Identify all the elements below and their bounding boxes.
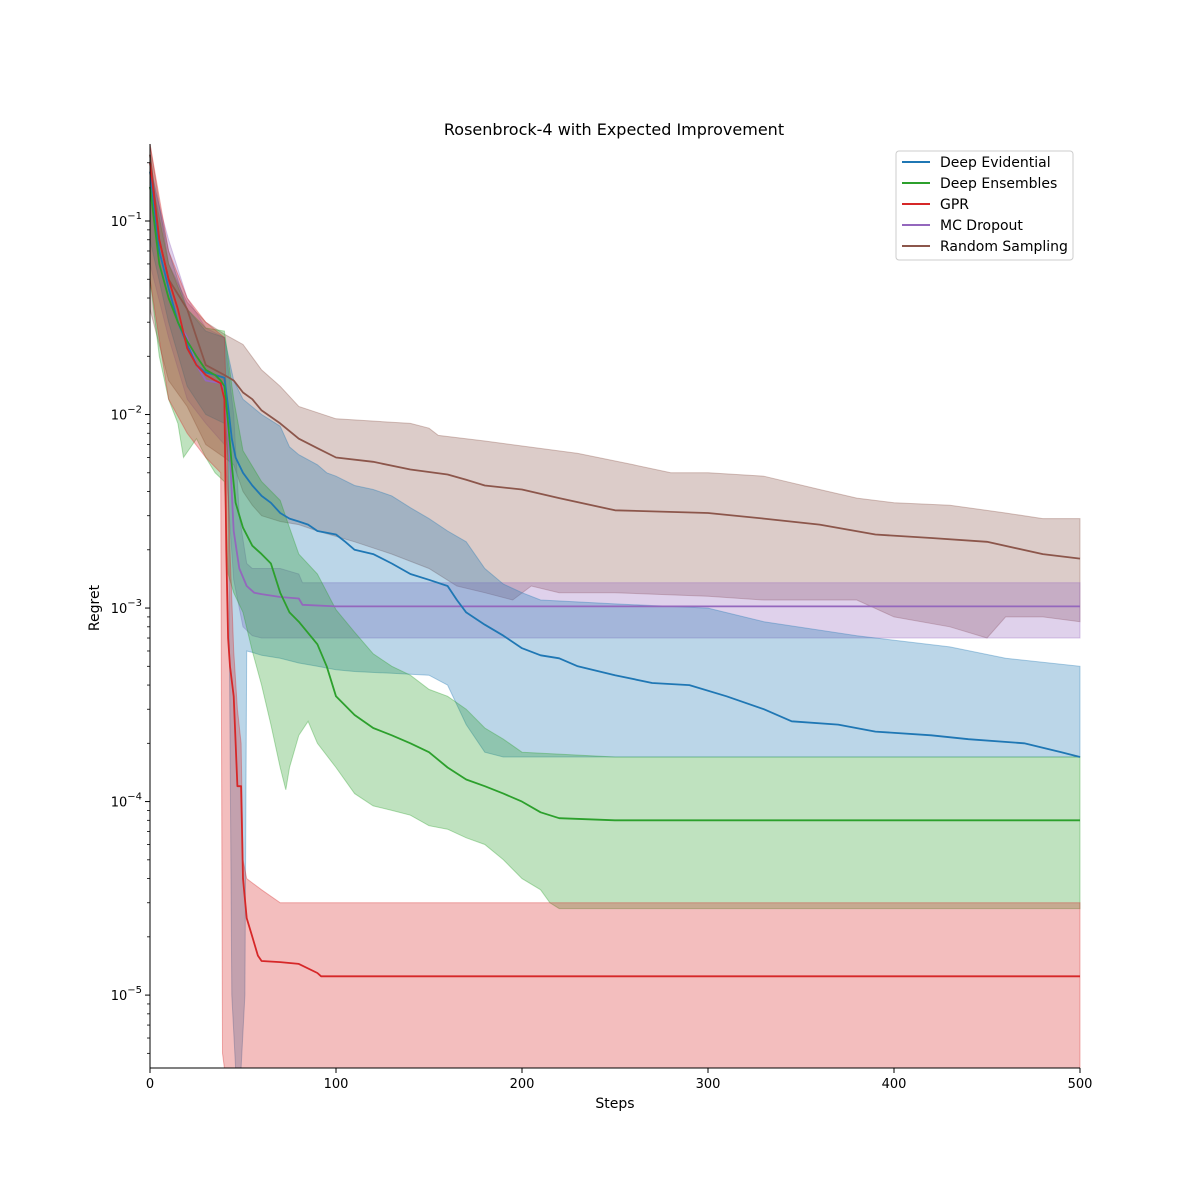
x-tick-label: 200: [510, 1077, 535, 1092]
chart-title: Rosenbrock-4 with Expected Improvement: [444, 120, 784, 139]
x-axis-label: Steps: [595, 1096, 634, 1112]
line-random-sampling: [149, 154, 1081, 560]
legend: Deep Evidential Deep Ensembles GPR MC Dropo…: [895, 150, 1074, 261]
line-deep-ensembles: [149, 186, 1080, 822]
legend-label-random-sampling: Random Sampling: [940, 239, 1068, 255]
line-gpr: [149, 162, 1080, 978]
band-mc-dropout: [149, 171, 1081, 639]
legend-label-deep-evidential: Deep Evidential: [940, 155, 1051, 171]
x-tick-label: 100: [324, 1077, 349, 1092]
legend-label-mc-dropout: MC Dropout: [940, 218, 1023, 234]
y-axis-label: Regret: [87, 584, 103, 631]
x-ticks: 0 100 200 300 400 500: [146, 1068, 1093, 1092]
x-tick-label: 400: [882, 1077, 907, 1092]
legend-frame: [895, 150, 1074, 261]
band-deep-ensembles: [149, 171, 1081, 910]
band-deep-evidential: [149, 162, 1081, 1069]
x-tick-label: 300: [696, 1077, 721, 1092]
legend-label-deep-ensembles: Deep Ensembles: [940, 176, 1057, 192]
x-tick-label: 0: [146, 1077, 154, 1092]
line-deep-evidential: [149, 171, 1081, 758]
series-lines: [149, 154, 1081, 978]
x-tick-label: 500: [1068, 1077, 1093, 1092]
legend-label-gpr: GPR: [940, 197, 969, 213]
band-random-sampling: [149, 143, 1081, 639]
